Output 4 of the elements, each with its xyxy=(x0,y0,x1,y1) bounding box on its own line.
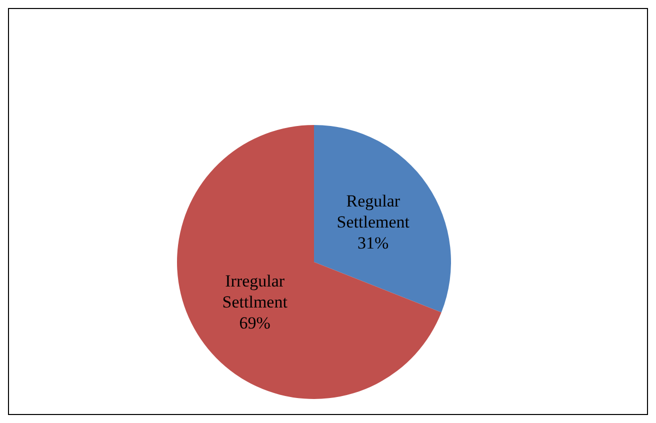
data-label: 31% xyxy=(358,233,389,252)
slice-label: Regular Settlement xyxy=(336,191,410,232)
slice-label: Irregular Settlment xyxy=(222,272,288,312)
data-label: 69% xyxy=(239,314,270,333)
